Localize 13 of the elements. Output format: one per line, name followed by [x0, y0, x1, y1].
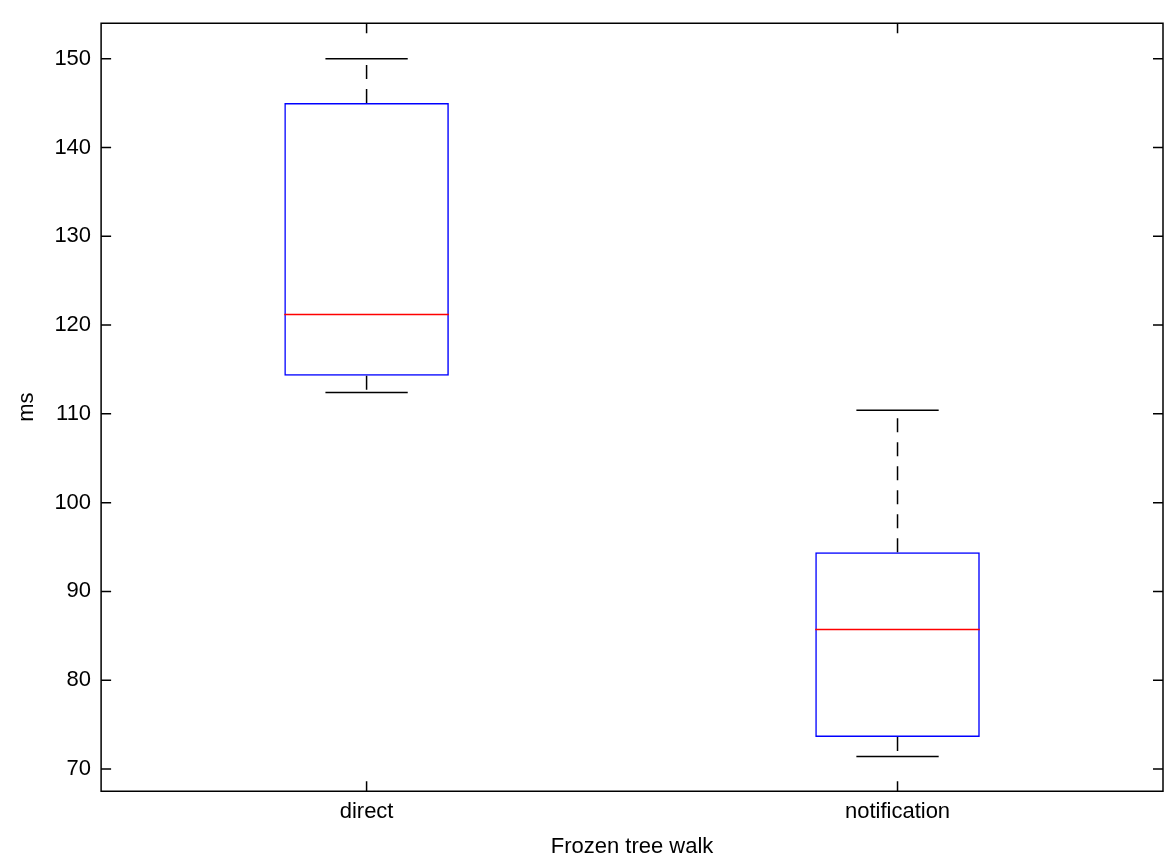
y-tick-label: 140: [54, 133, 92, 159]
y-tick-label: 90: [66, 577, 92, 603]
x-tick-label: notification: [844, 798, 951, 824]
y-tick-label: 150: [54, 44, 92, 70]
y-axis-title: ms: [13, 392, 39, 422]
x-axis-title: Frozen tree walk: [550, 832, 715, 858]
y-tick-label: 130: [54, 222, 92, 248]
x-tick-label: direct: [339, 798, 394, 824]
y-tick-label: 80: [66, 666, 92, 692]
y-tick-label: 100: [54, 488, 92, 514]
y-tick-label: 110: [56, 399, 92, 425]
y-tick-label: 70: [66, 755, 92, 781]
y-tick-label: 120: [54, 311, 92, 337]
